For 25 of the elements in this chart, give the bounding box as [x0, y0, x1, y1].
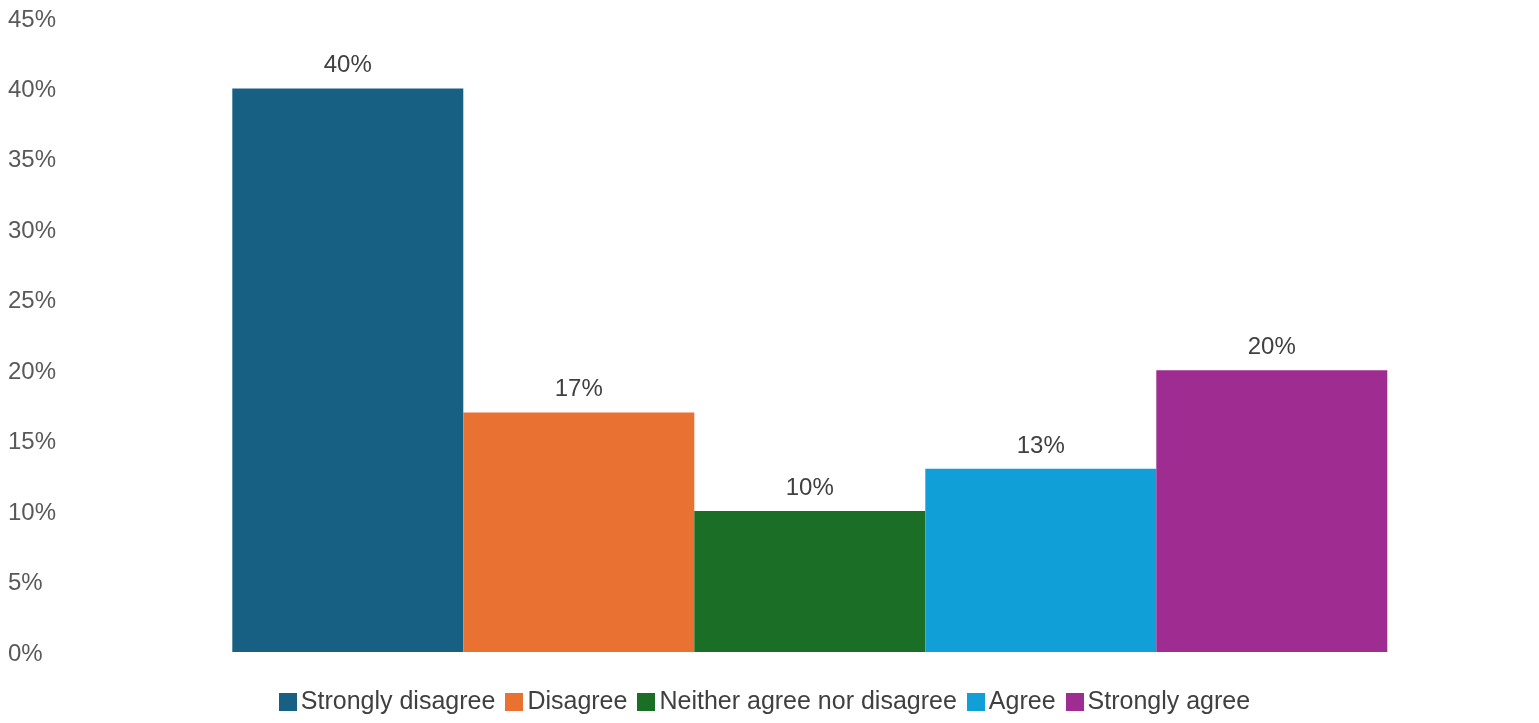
bar [925, 468, 1157, 652]
data-label: 20% [1247, 332, 1296, 360]
y-tick-label: 45% [8, 4, 57, 32]
y-tick-label: 20% [8, 356, 57, 384]
bar [694, 511, 926, 652]
legend-label: Neither agree nor disagree [659, 686, 957, 714]
bar [232, 88, 464, 652]
data-label: 13% [1016, 430, 1065, 458]
legend-label: Strongly disagree [300, 686, 496, 714]
y-tick-label: 5% [8, 568, 43, 596]
y-tick-label: 30% [8, 215, 57, 243]
y-tick-label: 15% [8, 427, 57, 455]
data-label: 10% [785, 473, 834, 501]
bar [1156, 370, 1388, 652]
y-tick-label: 0% [8, 638, 43, 666]
y-tick-label: 25% [8, 286, 57, 314]
legend-label: Disagree [527, 686, 628, 714]
y-tick-label: 40% [8, 74, 57, 102]
data-label: 40% [323, 50, 372, 78]
y-tick-label: 10% [8, 497, 57, 525]
legend-label: Agree [988, 686, 1056, 714]
data-label: 17% [554, 374, 603, 402]
legend-label: Strongly agree [1087, 686, 1251, 714]
bar [463, 412, 695, 652]
y-tick-label: 35% [8, 145, 57, 173]
